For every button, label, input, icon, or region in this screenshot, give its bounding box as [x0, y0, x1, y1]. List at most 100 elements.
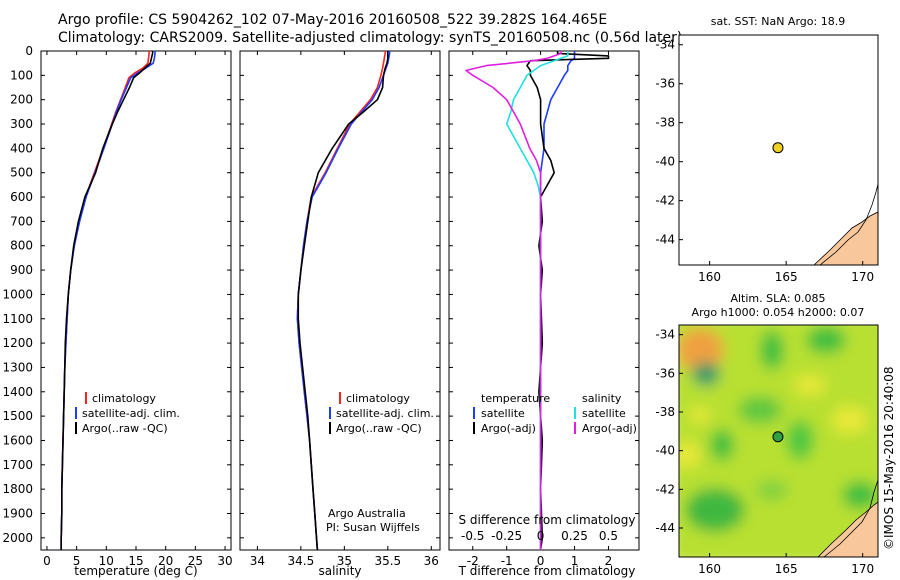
- depth-tick-label: 1700: [2, 458, 33, 472]
- legend-t-satellite: satellite: [481, 407, 525, 420]
- sla-map-title-line1: Altim. SLA: 0.085: [730, 292, 825, 305]
- map-x-tick-label: 165: [775, 562, 798, 576]
- depth-tick-label: 1100: [2, 312, 33, 326]
- series-line: [505, 51, 569, 550]
- sla-field: [679, 325, 878, 557]
- x-tick-label: -1: [501, 554, 513, 568]
- imos-stamp: ©IMOS 15-May-2016 20:40:08: [882, 366, 896, 550]
- depth-tick-label: 1900: [2, 506, 33, 520]
- depth-tick-label: 2000: [2, 531, 33, 545]
- difference-xlabel: T difference from climatology: [458, 564, 636, 578]
- depth-tick-label: 1500: [2, 409, 33, 423]
- series-line: [526, 51, 610, 550]
- land-coast: [813, 211, 878, 265]
- series-line: [539, 51, 576, 550]
- legend-argo: Argo(..raw -QC): [82, 422, 168, 435]
- map-y-tick-label: -42: [655, 194, 675, 208]
- x-tick-label: 10: [99, 554, 114, 568]
- map-y-tick-label: -40: [655, 444, 675, 458]
- x-tick-label: 30: [217, 554, 232, 568]
- legend-t-argo: Argo(-adj): [481, 422, 536, 435]
- series-line: [60, 51, 154, 550]
- x-tick-label: 2: [605, 554, 613, 568]
- depth-tick-label: 1000: [2, 287, 33, 301]
- legend-satellite: satellite-adj. clim.: [82, 407, 180, 420]
- map-y-tick-label: -36: [655, 77, 675, 91]
- float-position-marker: [772, 142, 784, 154]
- map-y-tick-label: -40: [655, 155, 675, 169]
- difference-xlabel-top: S difference from climatology: [459, 513, 636, 527]
- x-top-tick-label: 0.25: [561, 529, 588, 543]
- x-tick-label: 35.5: [374, 554, 401, 568]
- map-x-tick-label: 160: [698, 562, 721, 576]
- depth-tick-label: 400: [10, 141, 33, 155]
- depth-tick-label: 800: [10, 239, 33, 253]
- x-top-tick-label: -0.25: [491, 529, 522, 543]
- float-position-marker: [772, 431, 784, 443]
- map-y-tick-label: -42: [655, 482, 675, 496]
- series-line: [60, 51, 156, 550]
- legend-climatology: climatology: [346, 392, 410, 405]
- legend-climatology: climatology: [92, 392, 156, 405]
- salinity-legend: climatology satellite-adj. clim. Argo(..…: [326, 392, 434, 534]
- x-tick-label: -2: [467, 554, 479, 568]
- x-tick-label: 1: [571, 554, 579, 568]
- series-group: [296, 51, 391, 550]
- temperature-xlabel: temperature (deg C): [74, 564, 197, 578]
- x-top-tick-label: 0: [537, 529, 545, 543]
- difference-panel: -2 -1 0 1 2 -0.5 -0.25 0 0.25 0.5: [449, 50, 639, 568]
- sla-map-frame: [678, 324, 879, 558]
- x-tick-label: 35: [337, 554, 352, 568]
- depth-tick-label: 1400: [2, 385, 33, 399]
- map-x-tick-label: 165: [775, 270, 798, 284]
- legend-argo: Argo(..raw -QC): [336, 422, 422, 435]
- temperature-legend: climatology satellite-adj. clim. Argo(..…: [75, 392, 180, 435]
- x-tick-label: 0: [537, 554, 545, 568]
- salinity-xlabel: salinity: [318, 564, 361, 578]
- map-x-tick-label: 160: [698, 270, 721, 284]
- depth-tick-label: 300: [10, 117, 33, 131]
- sst-map: 160 165 170 -34 -36 -38 -40 -42 -44: [655, 34, 879, 284]
- depth-tick-label: 1200: [2, 336, 33, 350]
- x-tick-label: 36: [424, 554, 439, 568]
- x-tick-label: 34: [250, 554, 265, 568]
- series-line: [297, 51, 389, 550]
- map-x-tick-label: 170: [851, 270, 874, 284]
- temperature-panel: 0100200300400500600700800900100011001200…: [2, 44, 232, 568]
- land-coast: [817, 501, 878, 557]
- legend-s-satellite: satellite: [582, 407, 626, 420]
- series-line: [60, 51, 150, 550]
- depth-tick-label: 500: [10, 166, 33, 180]
- x-tick-label: 0: [43, 554, 51, 568]
- depth-tick-label: 700: [10, 214, 33, 228]
- temperature-panel-frame: [40, 50, 232, 551]
- x-tick-label: 5: [73, 554, 81, 568]
- map-y-tick-label: -34: [655, 38, 675, 52]
- map-y-tick-label: -44: [655, 521, 675, 535]
- depth-tick-label: 1600: [2, 433, 33, 447]
- x-top-tick-label: -0.5: [461, 529, 484, 543]
- salinity-panel: 34 34.5 35 35.5 36: [240, 50, 440, 568]
- credit-line2: PI: Susan Wijffels: [326, 521, 420, 534]
- series-line: [465, 51, 562, 550]
- x-top-tick-label: 0.5: [599, 529, 618, 543]
- map-x-tick-label: 170: [851, 562, 874, 576]
- x-tick-label: 34.5: [288, 554, 315, 568]
- depth-contour: [823, 479, 878, 557]
- sla-map-title-line2: Argo h1000: 0.054 h2000: 0.07: [692, 306, 865, 319]
- difference-legend: temperature salinity satellite Argo(-adj…: [473, 392, 637, 435]
- depth-tick-label: 600: [10, 190, 33, 204]
- credit-line1: Argo Australia: [328, 507, 406, 520]
- map-y-tick-label: -34: [655, 328, 675, 342]
- difference-panel-frame: [448, 50, 640, 551]
- legend-temperature-title: temperature: [481, 392, 550, 405]
- depth-tick-label: 900: [10, 263, 33, 277]
- legend-salinity-title: salinity: [582, 392, 622, 405]
- sst-map-title: sat. SST: NaN Argo: 18.9: [711, 15, 845, 28]
- series-group: [60, 51, 156, 550]
- map-y-tick-label: -44: [655, 233, 675, 247]
- map-y-tick-label: -38: [655, 116, 675, 130]
- legend-satellite: satellite-adj. clim.: [336, 407, 434, 420]
- depth-tick-label: 0: [25, 44, 33, 58]
- sst-map-frame: [678, 34, 879, 266]
